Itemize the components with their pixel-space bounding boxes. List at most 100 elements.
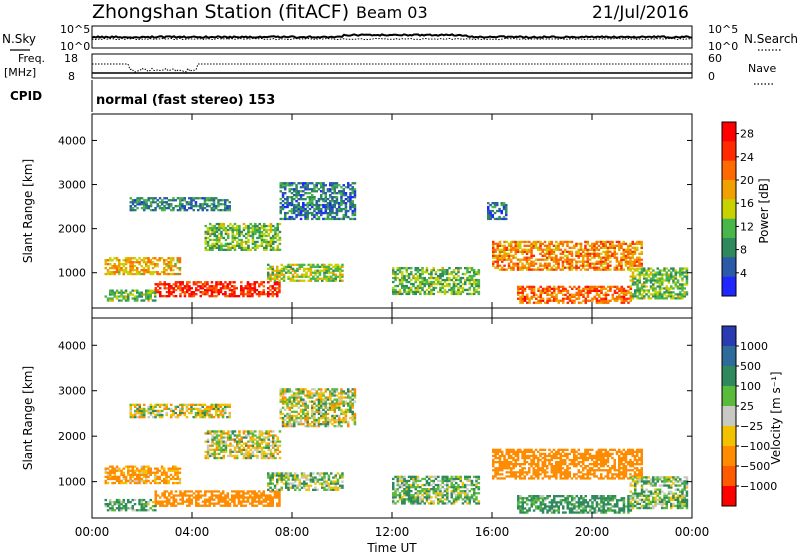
heatmap-cell (251, 283, 254, 286)
heatmap-cell (295, 421, 298, 424)
heatmap-cell (528, 285, 531, 288)
heatmap-cell (546, 301, 549, 304)
heatmap-cell (203, 199, 207, 202)
heatmap-cell (525, 250, 529, 253)
heatmap-cell (602, 244, 605, 247)
heatmap-cell (136, 295, 139, 298)
heatmap-cell (158, 257, 161, 260)
heatmap-cell (570, 246, 574, 249)
heatmap-cell (604, 260, 607, 263)
heatmap-cell (172, 469, 175, 472)
heatmap-cell (251, 240, 255, 244)
heatmap-cell (322, 198, 325, 201)
heatmap-cell (394, 288, 397, 292)
heatmap-cell (215, 430, 219, 433)
heatmap-cell (401, 292, 404, 296)
heatmap-cell (280, 478, 283, 481)
heatmap-cell (496, 264, 499, 267)
heatmap-cell (181, 287, 184, 290)
heatmap-cell (494, 260, 497, 263)
heatmap-cell (226, 285, 229, 288)
heatmap-cell (349, 196, 352, 199)
heatmap-cell (457, 278, 460, 282)
heatmap-cell (446, 276, 449, 280)
heatmap-cell (280, 488, 283, 491)
heatmap-cell (351, 188, 354, 191)
heatmap-cell (308, 202, 312, 205)
heatmap-cell (258, 438, 261, 441)
heatmap-cell (120, 501, 123, 504)
heatmap-cell (240, 293, 243, 296)
heatmap-cell (281, 425, 285, 428)
heatmap-cell (340, 400, 343, 403)
heatmap-cell (450, 286, 453, 290)
heatmap-cell (276, 226, 279, 230)
heatmap-cell (534, 242, 538, 245)
heatmap-cell (272, 446, 275, 449)
heatmap-cell (210, 287, 214, 290)
heatmap-cell (532, 254, 536, 257)
heatmap-cell (302, 190, 305, 193)
noise-left-tick-bottom: 10^0 (60, 40, 90, 53)
heatmap-cell (280, 474, 283, 477)
heatmap-cell (224, 201, 227, 204)
nave-tick-top: 60 (708, 52, 722, 65)
heatmap-cell (329, 402, 332, 405)
heatmap-cell (122, 467, 125, 470)
heatmap-cell (468, 292, 471, 296)
heatmap-cell (158, 411, 162, 415)
heatmap-cell (349, 202, 352, 205)
heatmap-cell (432, 292, 435, 296)
heatmap-cell (643, 275, 646, 278)
heatmap-cell (161, 409, 164, 413)
heatmap-cell (284, 198, 287, 201)
heatmap-cell (210, 281, 214, 284)
heatmap-cell (287, 271, 290, 274)
heatmap-cell (163, 492, 166, 495)
heatmap-cell (410, 288, 413, 292)
heatmap-cell (170, 209, 173, 212)
heatmap-cell (609, 244, 612, 247)
heatmap-cell (183, 295, 187, 298)
heatmap-cell (473, 278, 476, 282)
heatmap-cell (156, 289, 160, 292)
noise-sky-line (91, 33, 692, 39)
heatmap-cell (656, 295, 659, 298)
heatmap-cell (299, 404, 303, 407)
heatmap-cell (338, 202, 341, 205)
heatmap-cell (455, 272, 458, 276)
heatmap-cell (452, 276, 456, 280)
heatmap-cell (584, 240, 587, 244)
heatmap-cell (194, 413, 198, 417)
heatmap-cell (274, 240, 277, 244)
heatmap-cell (145, 409, 148, 413)
heatmap-cell (609, 250, 612, 253)
heatmap-cell (138, 403, 141, 406)
heatmap-cell (309, 478, 313, 481)
heatmap-cell (140, 293, 143, 296)
heatmap-cell (394, 274, 397, 278)
heatmap-cell (249, 295, 252, 298)
heatmap-cell (152, 199, 155, 202)
heatmap-cell (219, 409, 222, 413)
heatmap-cell (104, 475, 107, 478)
heatmap-cell (253, 504, 257, 507)
heatmap-cell (584, 254, 587, 257)
heatmap-cell (297, 207, 300, 211)
heatmap-cell (313, 410, 316, 413)
heatmap-cell (140, 501, 143, 504)
heatmap-cell (523, 287, 527, 290)
heatmap-cell (291, 482, 295, 485)
heatmap-cell (302, 203, 305, 207)
heatmap-cell (618, 268, 621, 271)
heatmap-cell (519, 297, 522, 300)
heatmap-cell (443, 288, 447, 292)
heatmap-cell (640, 264, 643, 267)
heatmap-cell (276, 438, 279, 441)
heatmap-cell (149, 272, 152, 276)
heatmap-cell (330, 277, 333, 280)
heatmap-cell (329, 394, 332, 397)
heatmap-cell (534, 244, 538, 247)
heatmap-cell (676, 295, 680, 298)
heatmap-cell (212, 201, 216, 204)
